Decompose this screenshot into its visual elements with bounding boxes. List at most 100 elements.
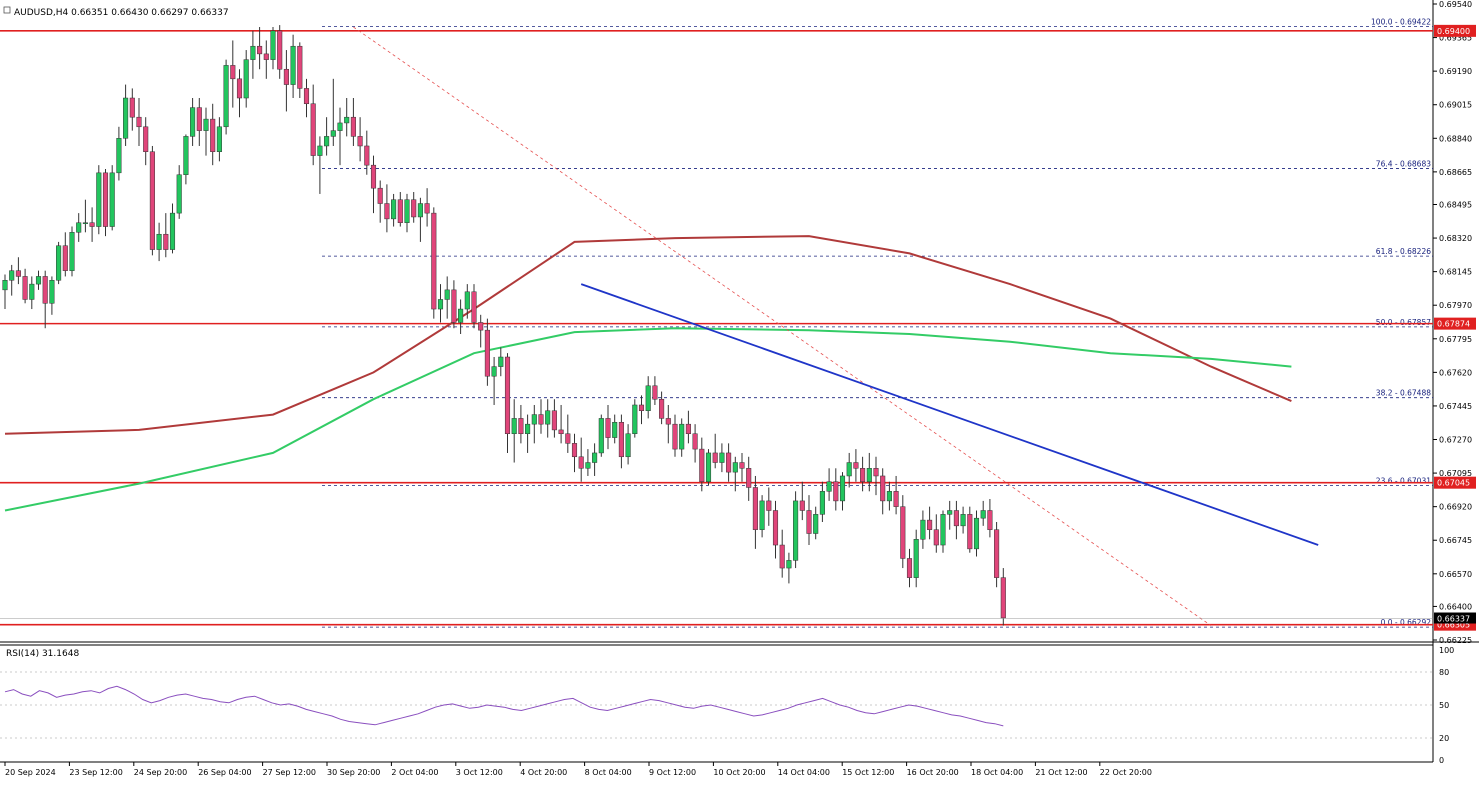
candle-body-bull <box>216 126 222 152</box>
candle <box>632 399 638 438</box>
time-tick-label: 10 Oct 20:00 <box>713 768 765 777</box>
candle <box>310 84 316 166</box>
candle-body-bull <box>417 203 423 218</box>
candle-body-bull <box>719 452 725 463</box>
candle-body-bear <box>638 404 645 411</box>
candle <box>451 280 457 329</box>
fib-level-label: 100.0 - 0.69422 <box>1371 18 1431 27</box>
candle <box>672 414 678 457</box>
moving-average-red <box>4 235 1292 435</box>
candle <box>317 136 323 194</box>
candle-body-bear <box>15 270 21 277</box>
price-tick-label: 0.66745 <box>1439 536 1472 545</box>
candle <box>243 50 249 108</box>
fib-level-label: 50.0 - 0.67857 <box>1376 318 1431 327</box>
candle-body-bull <box>585 462 591 469</box>
candle <box>880 468 886 515</box>
candle-body-bull <box>69 232 75 271</box>
candle <box>116 126 122 181</box>
candle <box>290 34 296 99</box>
candle <box>726 443 732 482</box>
candle-body-bear <box>89 222 95 227</box>
candle <box>571 433 578 473</box>
price-tick-label: 0.67620 <box>1439 368 1472 377</box>
candle-body-bull <box>190 107 196 137</box>
candle-body-bear <box>967 514 973 550</box>
time-tick-label: 4 Oct 20:00 <box>520 768 567 777</box>
price-tick-label: 0.68665 <box>1439 168 1472 177</box>
candle-body-bull <box>123 97 129 139</box>
candle-body-bull <box>464 291 470 310</box>
candle-body-bull <box>645 385 651 411</box>
candle <box>618 414 624 469</box>
candle <box>598 414 604 457</box>
candle-body-bull <box>2 280 8 291</box>
candle <box>163 213 169 258</box>
candle-body-bear <box>370 164 377 189</box>
candle <box>719 443 725 473</box>
candle-body-bear <box>994 529 1000 578</box>
candle <box>712 433 718 469</box>
time-tick-label: 15 Oct 12:00 <box>842 768 894 777</box>
candle-body-bull <box>116 138 122 174</box>
candle-body-bear <box>297 45 303 89</box>
candle-body-bull <box>846 462 852 477</box>
candle <box>404 193 410 233</box>
rsi-level-label: 20 <box>1439 734 1449 743</box>
symbol-menu-icon[interactable] <box>3 6 11 14</box>
candle-body-bull <box>404 199 410 223</box>
candle <box>612 414 618 444</box>
candle <box>779 529 785 578</box>
candle-body-bear <box>149 151 155 250</box>
candle <box>250 30 256 79</box>
candle <box>973 510 980 557</box>
candle-body-bear <box>833 481 839 502</box>
candle <box>705 449 712 486</box>
rsi-panel: 100 80 50 20 0 <box>0 646 1454 765</box>
candle-body-bull <box>498 356 504 367</box>
candle <box>236 69 243 118</box>
candle <box>478 314 484 348</box>
candle <box>525 414 531 453</box>
candle-body-bear <box>618 421 624 458</box>
candle-body-bear <box>571 443 578 458</box>
candle-body-bear <box>665 418 671 425</box>
price-tick-label: 0.66400 <box>1439 602 1472 611</box>
candle-body-bull <box>705 452 712 482</box>
candle-body-bear <box>310 103 316 156</box>
candle <box>270 27 276 70</box>
candle-body-bear <box>424 203 430 214</box>
candle <box>819 481 825 523</box>
candle-body-bull <box>973 517 980 550</box>
candle-body-bull <box>612 421 618 438</box>
level-price-tag <box>1434 24 1476 37</box>
candle <box>391 193 397 227</box>
candle <box>980 500 986 526</box>
candle-body-bull <box>270 30 276 60</box>
candle-body-bull <box>679 423 685 450</box>
candle <box>9 264 15 296</box>
candle <box>886 481 892 511</box>
candle <box>203 107 209 156</box>
time-tick-label: 20 Sep 2024 <box>5 768 56 777</box>
price-tick-label: 0.69190 <box>1439 67 1472 76</box>
rsi-level-label: 100 <box>1439 646 1454 655</box>
candle <box>69 226 75 277</box>
candle <box>123 84 129 146</box>
candle-body-bear <box>652 385 658 400</box>
candle-body-bull <box>786 560 792 569</box>
time-axis-ticks: 20 Sep 2024 23 Sep 12:00 24 Sep 20:00 26 Se… <box>4 762 1152 777</box>
candle <box>994 522 1000 588</box>
candle <box>967 506 973 553</box>
candle-body-bear <box>605 418 611 438</box>
candle-body-bear <box>699 448 705 482</box>
price-axis-ticks: 0.69540 0.69365 0.69190 0.69015 0.68840 0.686… <box>1433 0 1472 645</box>
candle <box>685 410 691 444</box>
current-price-tag <box>1434 612 1476 624</box>
candle-body-bull <box>330 130 336 137</box>
candle-body-bear <box>860 468 866 482</box>
candle-body-bear <box>484 329 490 377</box>
candle <box>873 456 879 496</box>
candle-body-bull <box>317 145 323 156</box>
